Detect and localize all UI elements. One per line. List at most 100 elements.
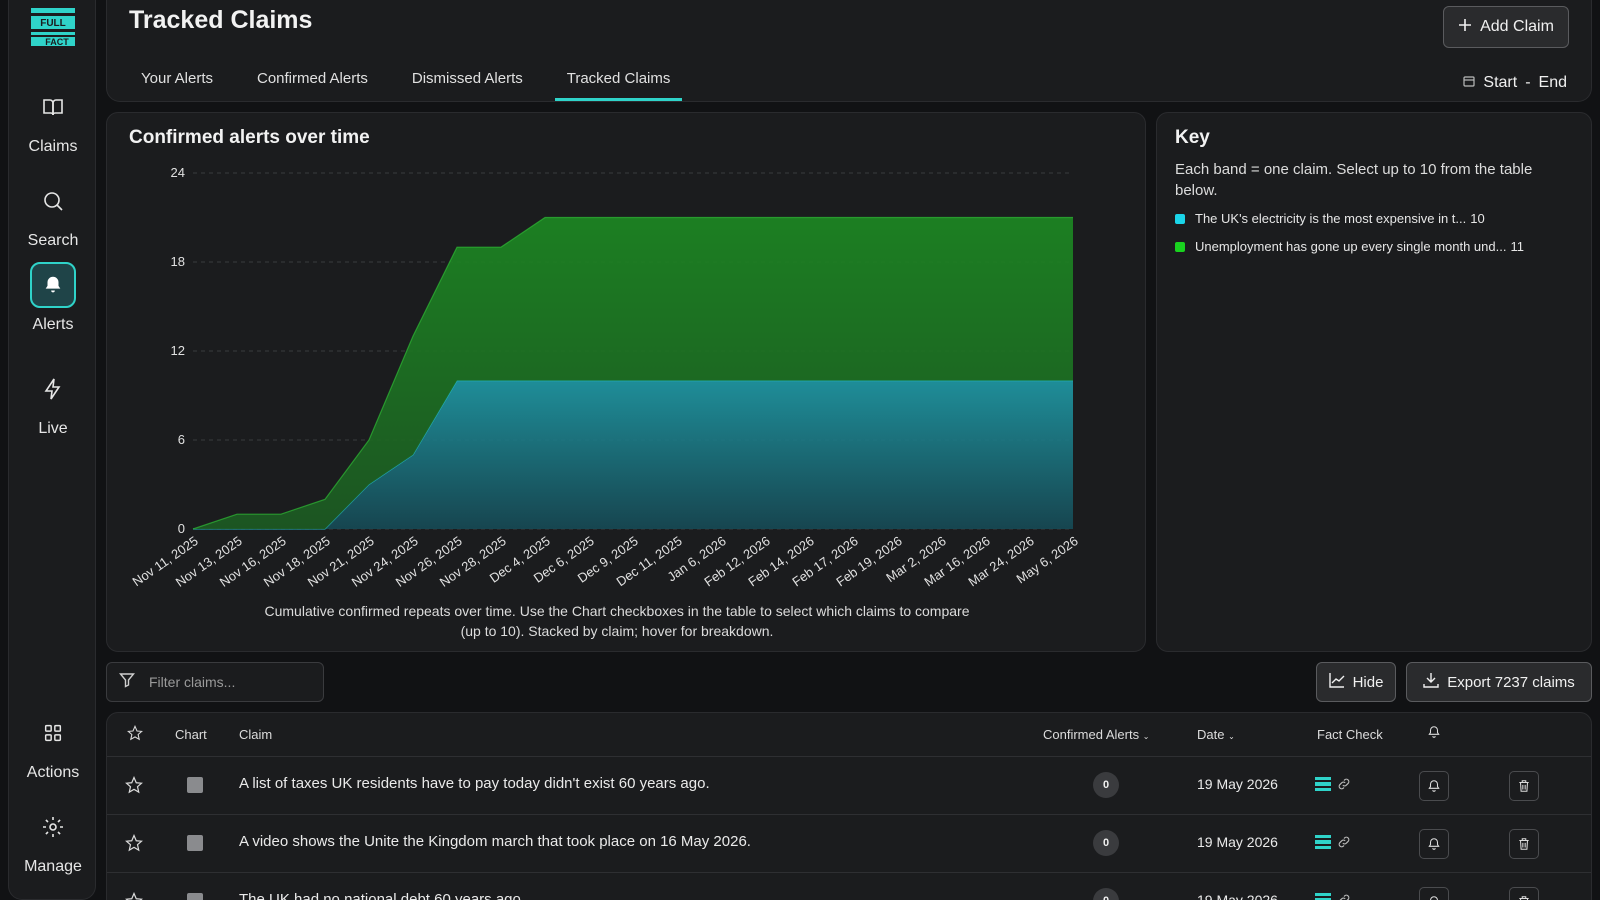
column-header-label: Date — [1197, 727, 1225, 742]
export-claims-button[interactable]: Export 7237 claims — [1406, 662, 1592, 702]
claim-date: 19 May 2026 — [1197, 834, 1278, 850]
sidebar-item-live[interactable]: Live — [9, 366, 97, 438]
filter-icon — [119, 672, 135, 693]
y-tick-label: 0 — [178, 521, 185, 536]
tab-tracked-claims[interactable]: Tracked Claims — [554, 64, 683, 101]
y-tick-label: 24 — [171, 165, 185, 180]
sidebar-item-search[interactable]: Search — [9, 178, 97, 250]
table-row[interactable]: A list of taxes UK residents have to pay… — [107, 757, 1591, 815]
confirmed-alerts-badge: 0 — [1093, 888, 1119, 900]
column-header-date[interactable]: Date ⌄ — [1197, 727, 1235, 742]
delete-button[interactable] — [1509, 829, 1539, 859]
plus-icon — [1458, 18, 1472, 37]
key-item[interactable]: Unemployment has gone up every single mo… — [1175, 239, 1524, 254]
full-fact-badge-icon[interactable] — [1315, 893, 1331, 900]
key-description: Each band = one claim. Select up to 10 f… — [1175, 161, 1533, 199]
key-item-label: Unemployment has gone up every single mo… — [1195, 239, 1507, 254]
confirmed-alerts-badge: 0 — [1093, 830, 1119, 856]
chart-checkbox[interactable] — [187, 893, 203, 900]
sidebar-item-label: Manage — [24, 858, 82, 875]
star-icon[interactable] — [125, 834, 143, 852]
tab-dismissed-alerts[interactable]: Dismissed Alerts — [411, 70, 523, 87]
star-header-icon[interactable] — [127, 724, 143, 744]
date-end: End — [1538, 74, 1567, 91]
sidebar-item-label: Search — [27, 232, 79, 249]
bell-icon — [1428, 780, 1440, 792]
hide-label: Hide — [1352, 673, 1384, 691]
tab-your-alerts[interactable]: Your Alerts — [141, 70, 213, 87]
page-header: Tracked Claims Your Alerts Confirmed Ale… — [106, 0, 1592, 102]
y-tick-label: 6 — [178, 432, 185, 447]
chart-title: Confirmed alerts over time — [129, 127, 370, 148]
svg-text:FACT: FACT — [45, 37, 69, 46]
download-icon — [1423, 672, 1439, 692]
add-claim-label: Add Claim — [1480, 18, 1554, 35]
gear-icon — [30, 804, 76, 850]
lightning-icon — [30, 366, 76, 412]
y-tick-label: 12 — [171, 343, 185, 358]
delete-button[interactable] — [1509, 771, 1539, 801]
sidebar-item-label: Alerts — [32, 316, 74, 333]
series-line-1 — [193, 380, 1073, 530]
table-row[interactable]: The UK had no national debt 60 years ago… — [107, 873, 1591, 900]
claims-table: Chart Claim Confirmed Alerts ⌄ Date ⌄ Fa… — [106, 712, 1592, 900]
key-item-label: The UK's electricity is the most expensi… — [1195, 211, 1467, 226]
chart-checkbox[interactable] — [187, 835, 203, 851]
claim-text[interactable]: The UK had no national debt 60 years ago… — [239, 891, 526, 900]
search-icon — [30, 178, 76, 224]
series-area-2 — [193, 217, 1073, 529]
sidebar-item-label: Actions — [26, 764, 80, 781]
alert-toggle-button[interactable] — [1419, 771, 1449, 801]
book-icon — [30, 84, 76, 130]
delete-button[interactable] — [1509, 887, 1539, 900]
bell-icon — [1430, 896, 1438, 900]
calendar-icon — [1463, 74, 1476, 92]
sidebar: FULL FACT Claims Search Alerts Live — [8, 0, 96, 900]
star-icon[interactable] — [125, 776, 143, 794]
date-start: Start — [1483, 74, 1518, 91]
trash-icon — [1519, 780, 1529, 792]
alert-toggle-button[interactable] — [1419, 887, 1449, 900]
table-row[interactable]: A video shows the Unite the Kingdom marc… — [107, 815, 1591, 873]
column-header-label: Confirmed Alerts — [1043, 727, 1140, 742]
key-item-count: 11 — [1510, 239, 1524, 254]
chart-caption: Cumulative confirmed repeats over time. … — [264, 603, 970, 639]
column-header-confirmed-alerts[interactable]: Confirmed Alerts ⌄ — [1043, 727, 1149, 742]
claim-date: 19 May 2026 — [1197, 892, 1278, 900]
add-claim-button[interactable]: Add Claim — [1443, 6, 1569, 48]
key-item[interactable]: The UK's electricity is the most expensi… — [1175, 211, 1485, 226]
chart-checkbox[interactable] — [187, 777, 203, 793]
table-header: Chart Claim Confirmed Alerts ⌄ Date ⌄ Fa… — [107, 713, 1591, 757]
full-fact-logo[interactable]: FULL FACT — [31, 8, 75, 47]
link-icon[interactable] — [1337, 835, 1351, 854]
filter-box[interactable] — [106, 662, 324, 702]
filter-input[interactable] — [149, 674, 319, 690]
sidebar-item-claims[interactable]: Claims — [9, 84, 97, 156]
tab-confirmed-alerts[interactable]: Confirmed Alerts — [257, 70, 368, 87]
fact-check-links — [1315, 835, 1351, 854]
series-line-2 — [192, 216, 1073, 530]
bell-header-icon — [1427, 725, 1441, 742]
key-title: Key — [1175, 127, 1210, 148]
sidebar-item-alerts[interactable]: Alerts — [9, 262, 97, 334]
page-title: Tracked Claims — [129, 6, 313, 34]
claim-text[interactable]: A video shows the Unite the Kingdom marc… — [239, 833, 751, 850]
sidebar-item-manage[interactable]: Manage — [9, 804, 97, 876]
date-range-picker[interactable]: Start - End — [1463, 74, 1567, 92]
trash-icon — [1519, 896, 1529, 900]
svg-text:FULL: FULL — [40, 18, 66, 29]
star-icon[interactable] — [125, 892, 143, 900]
link-icon[interactable] — [1337, 893, 1351, 900]
full-fact-badge-icon[interactable] — [1315, 777, 1331, 796]
claim-text[interactable]: A list of taxes UK residents have to pay… — [239, 775, 710, 792]
link-icon[interactable] — [1337, 777, 1351, 796]
trash-icon — [1519, 838, 1529, 850]
sidebar-item-actions[interactable]: Actions — [9, 710, 97, 782]
chevron-down-icon: ⌄ — [1142, 732, 1150, 741]
key-swatch — [1175, 213, 1185, 224]
full-fact-badge-icon[interactable] — [1315, 835, 1331, 854]
hide-chart-button[interactable]: Hide — [1316, 662, 1396, 702]
alert-toggle-button[interactable] — [1419, 829, 1449, 859]
key-panel: Key Each band = one claim. Select up to … — [1156, 112, 1592, 652]
